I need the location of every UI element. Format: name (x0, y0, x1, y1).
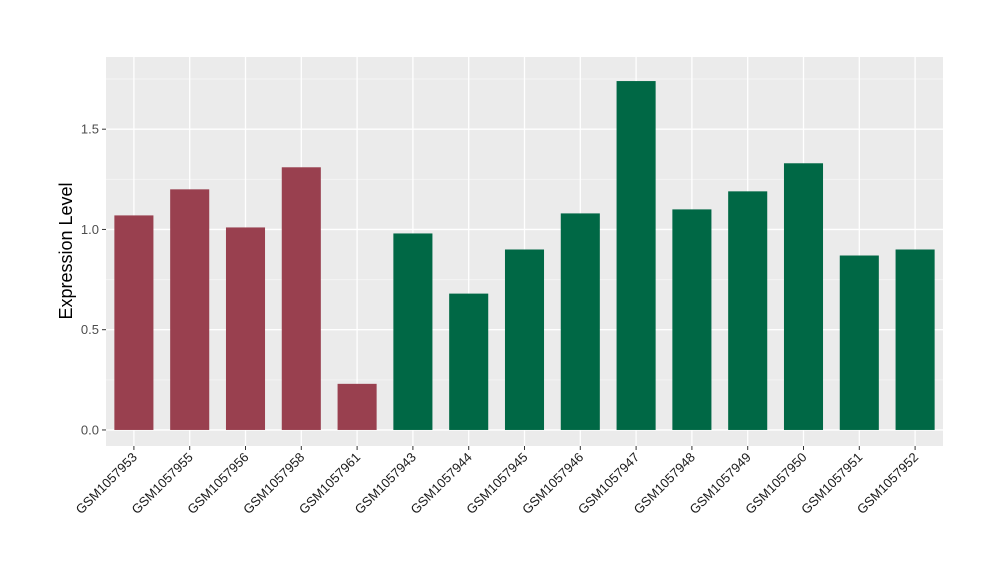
x-axis: GSM1057953GSM1057955GSM1057956GSM1057958… (73, 446, 921, 517)
y-tick-label: 1.0 (81, 222, 99, 237)
bar-gsm1057952 (895, 249, 935, 430)
bar-gsm1057944 (449, 293, 489, 430)
y-tick-label: 1.5 (81, 122, 99, 137)
bar-gsm1057950 (783, 163, 824, 430)
bar-gsm1057958 (281, 167, 321, 430)
bar-gsm1057949 (728, 191, 768, 430)
bar-gsm1057947 (616, 81, 656, 430)
bar-gsm1057945 (504, 249, 545, 430)
bar-gsm1057943 (393, 233, 433, 430)
bar-series (114, 81, 935, 430)
bar-gsm1057951 (839, 255, 879, 430)
y-axis-title: Expression Level (56, 182, 76, 319)
bar-gsm1057948 (672, 209, 712, 430)
bar-gsm1057955 (170, 189, 210, 430)
y-tick-label: 0.0 (81, 422, 99, 437)
bar-gsm1057961 (337, 383, 377, 430)
y-axis: 0.0 0.5 1.0 1.5 (81, 122, 106, 437)
y-tick-label: 0.5 (81, 322, 99, 337)
bar-gsm1057953 (114, 215, 154, 430)
bar-gsm1057946 (560, 213, 600, 430)
bar-gsm1057956 (225, 227, 266, 430)
